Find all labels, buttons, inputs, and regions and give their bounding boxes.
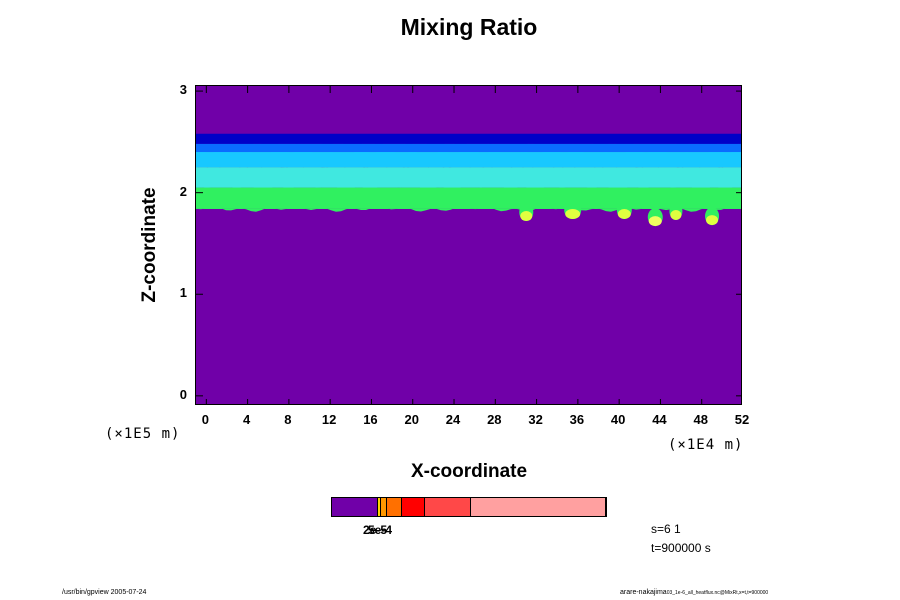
footer-file: 03_1e-6_all_heatflux.nc@MixRt,x=t,t=9000… [666, 590, 769, 596]
x-tick-label: 16 [363, 412, 378, 427]
footer-right: arare-nakajima03_1e-6_all_heatflux.nc@Mi… [620, 589, 768, 596]
x-tick-label: 44 [652, 412, 667, 427]
layer-edge [196, 206, 741, 212]
x-tick-label: 20 [404, 412, 419, 427]
mixing-ratio-field [196, 86, 741, 404]
x-tick-label: 8 [284, 412, 292, 427]
colorbar-segment [401, 498, 426, 516]
y-axis-unit: (×1E5 m) [105, 426, 181, 442]
y-axis-label: Z-coordinate [139, 187, 160, 303]
layer-edge [196, 184, 741, 191]
colorbar-segment [377, 498, 382, 516]
y-tick-label: 0 [179, 386, 187, 402]
mixing-layer [196, 133, 741, 144]
mixing-layer [196, 187, 741, 209]
footer-left: /usr/bin/gpview 2005-07-24 [62, 589, 147, 596]
x-tick-label: 0 [201, 412, 209, 427]
plume-blob [670, 210, 682, 221]
x-tick-label: 36 [569, 412, 585, 427]
x-tick-label: 12 [321, 412, 337, 427]
plume-blob [520, 211, 533, 222]
x-axis-unit: (×1E4 m) [668, 437, 744, 453]
x-axis-label: X-coordinate [410, 461, 528, 482]
x-tick-label: 28 [487, 412, 502, 427]
time-info: t=900000 s [651, 541, 711, 555]
layer-edge [196, 141, 741, 147]
plume-blob [648, 216, 662, 227]
plume-blob [706, 215, 719, 226]
mixing-layer [196, 143, 741, 153]
plot-area [195, 85, 742, 405]
plume-blob [565, 209, 581, 219]
y-tick-label: 2 [179, 183, 187, 199]
plume-blob [617, 209, 631, 219]
mixing-layer [196, 167, 741, 188]
x-tick-label: 24 [445, 412, 461, 427]
footer-author: arare-nakajima [620, 589, 667, 596]
x-tick-label: 40 [610, 412, 626, 427]
colorbar-segment [387, 498, 402, 516]
step-info: s=6 1 [651, 522, 681, 536]
colorbar-tick-label: 2e-5 [363, 523, 388, 537]
layer-edge [196, 164, 741, 171]
colorbar-segment [332, 498, 378, 516]
colorbar-segment [425, 498, 471, 516]
colorbar-segment [381, 498, 388, 516]
mixing-layer [196, 152, 741, 168]
y-tick-label: 1 [179, 285, 187, 301]
chart-title: Mixing Ratio [400, 14, 538, 40]
x-tick-label: 48 [693, 412, 708, 427]
colorbar-segment [470, 498, 606, 516]
y-tick-label: 3 [179, 82, 187, 98]
x-tick-label: 52 [734, 412, 750, 427]
x-tick-label: 32 [528, 412, 543, 427]
colorbar [331, 497, 607, 517]
x-tick-label: 4 [242, 412, 251, 427]
colorbar-tick-label: 5e-4 [368, 523, 393, 537]
